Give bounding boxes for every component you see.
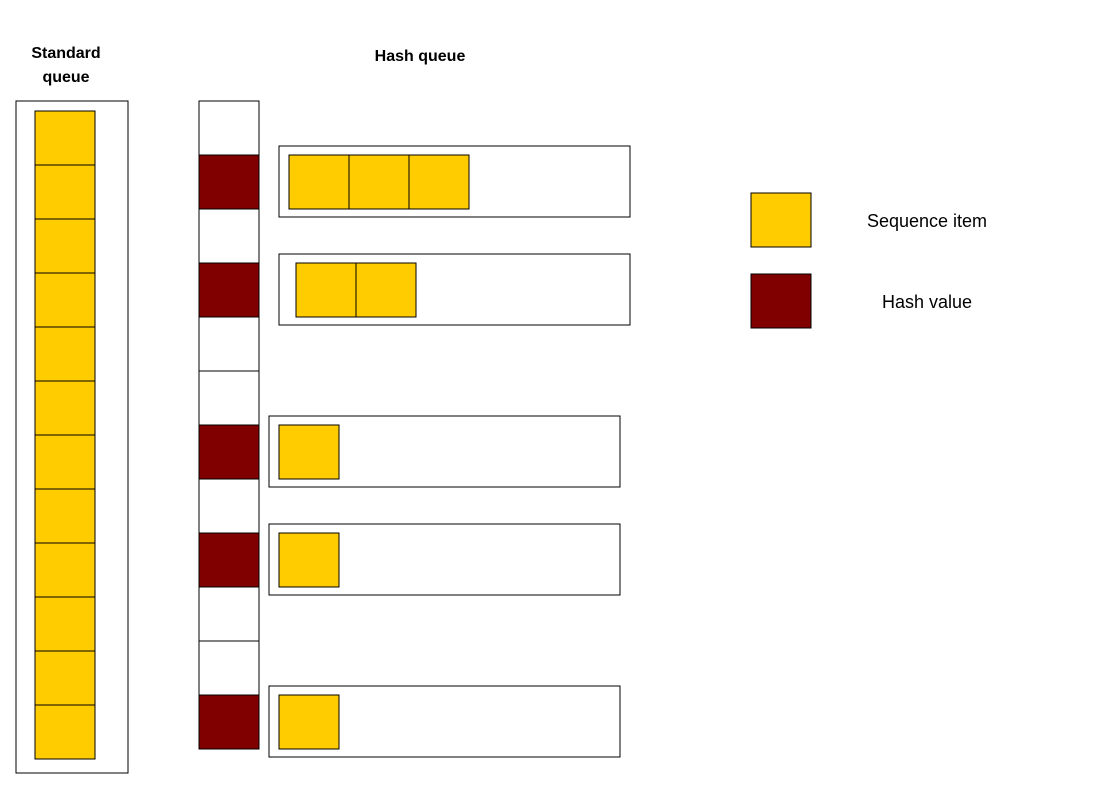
hash-slot-filled <box>198 532 260 588</box>
hash-chain-item <box>288 154 350 210</box>
hash-chain-item <box>278 694 340 750</box>
standard-queue-item <box>34 218 96 274</box>
hash-chain-item <box>278 424 340 480</box>
standard-queue: Standard queue <box>15 45 129 774</box>
hash-chain-item <box>348 154 410 210</box>
hash-queue-slots <box>198 100 260 750</box>
standard-queue-item <box>34 650 96 706</box>
hash-chain-container <box>278 253 631 326</box>
standard-queue-item <box>34 110 96 166</box>
legend-hash-value-swatch <box>750 273 812 329</box>
legend-sequence-item-label: Sequence item <box>867 211 987 231</box>
standard-queue-items <box>34 110 96 760</box>
standard-queue-item <box>34 380 96 436</box>
hash-chain-item <box>278 532 340 588</box>
standard-queue-item <box>34 326 96 382</box>
standard-queue-container <box>15 100 129 774</box>
standard-queue-title-line2: queue <box>42 69 89 86</box>
hash-slot-empty <box>198 478 260 534</box>
hash-chain-item <box>355 262 417 318</box>
standard-queue-item <box>34 704 96 760</box>
hash-chain-container <box>268 415 621 488</box>
legend-sequence-item-swatch <box>750 192 812 248</box>
hash-slot-filled <box>198 154 260 210</box>
hash-queue-title: Hash queue <box>375 48 466 65</box>
hash-chain <box>278 253 631 326</box>
standard-queue-title-line1: Standard <box>31 45 100 62</box>
hash-slot-filled <box>198 262 260 318</box>
hash-chain-item <box>408 154 470 210</box>
hash-slot-empty <box>198 640 260 696</box>
hash-chain <box>278 145 631 218</box>
hash-queue-chains <box>268 145 631 758</box>
standard-queue-item <box>34 272 96 328</box>
hash-slot-filled <box>198 694 260 750</box>
hash-slot-empty <box>198 316 260 372</box>
hash-chain-container <box>268 685 621 758</box>
hash-chain <box>268 523 621 596</box>
hash-slot-empty <box>198 208 260 264</box>
hash-chain-item <box>295 262 357 318</box>
standard-queue-item <box>34 434 96 490</box>
legend: Sequence item Hash value <box>750 192 987 329</box>
legend-hash-value-label: Hash value <box>882 292 972 312</box>
hash-chain <box>268 415 621 488</box>
hash-slot-empty <box>198 370 260 426</box>
hash-slot-filled <box>198 424 260 480</box>
hash-chain <box>268 685 621 758</box>
standard-queue-item <box>34 164 96 220</box>
hash-slot-empty <box>198 586 260 642</box>
standard-queue-item <box>34 596 96 652</box>
hash-queue: Hash queue <box>198 48 631 758</box>
hash-chain-container <box>278 145 631 218</box>
hash-slot-empty <box>198 100 260 156</box>
standard-queue-item <box>34 542 96 598</box>
standard-queue-item <box>34 488 96 544</box>
hash-chain-container <box>268 523 621 596</box>
